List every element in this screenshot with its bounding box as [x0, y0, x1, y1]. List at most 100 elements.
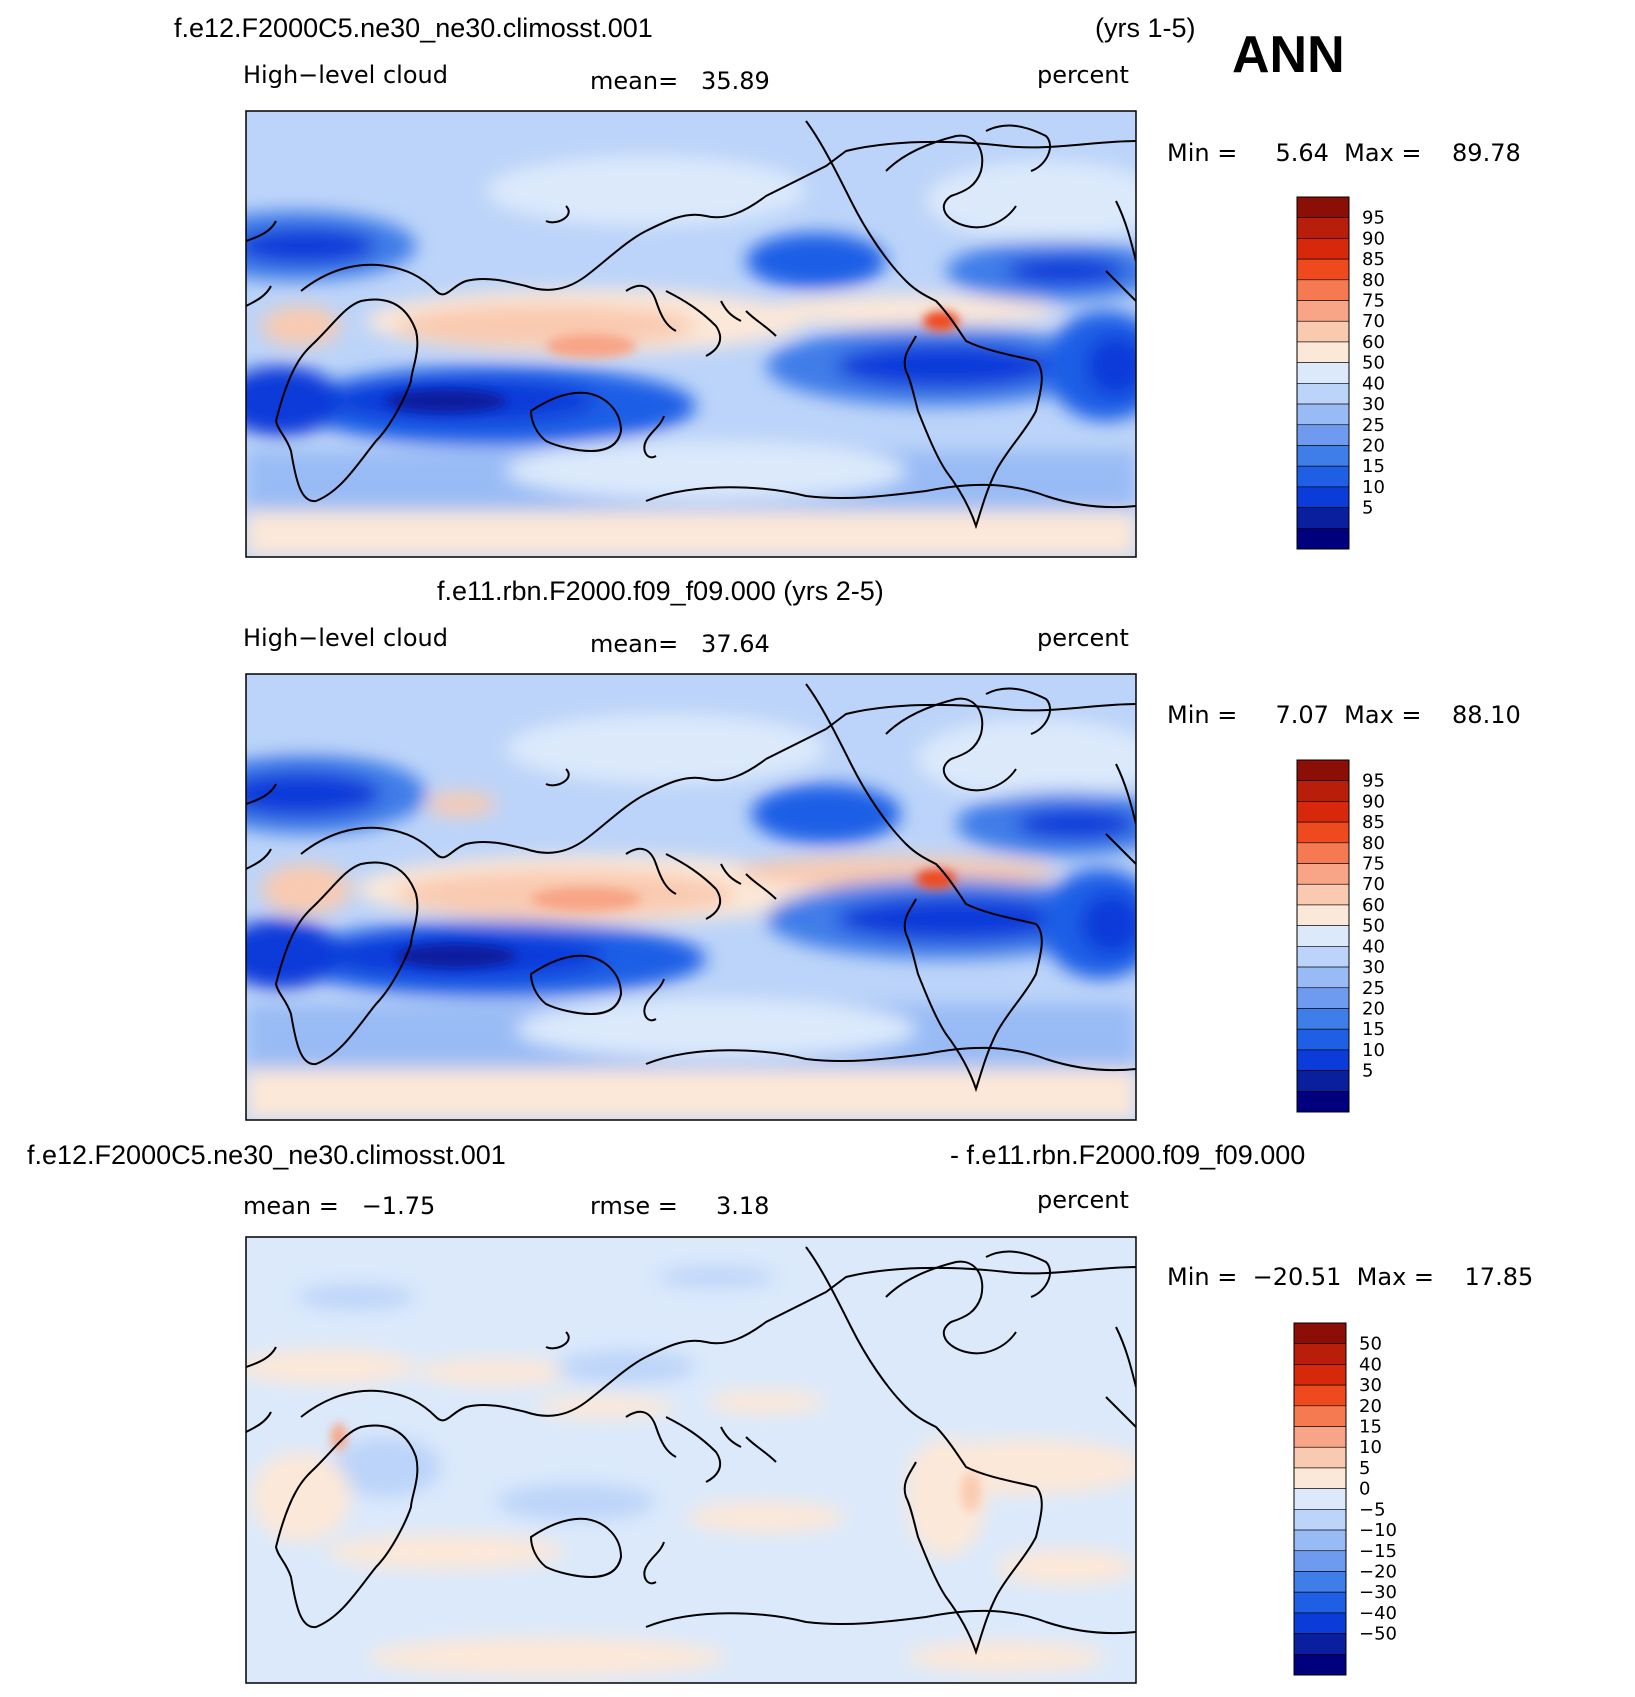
panel-2-colorbar-swatch [1296, 759, 1350, 782]
panel-1-colorbar-label: 25 [1362, 415, 1385, 436]
panel-3-colorbar-label: −10 [1359, 1520, 1397, 1541]
panel-1-years: (yrs 1-5) [1095, 13, 1196, 43]
panel-1-colorbar-swatch [1296, 196, 1350, 219]
panel-1-colorbar-label: 85 [1362, 249, 1385, 270]
panel-2-colorbar-frame [1296, 759, 1350, 1113]
panel-1-colorbar-swatch [1296, 383, 1350, 405]
panel-1-case-title: f.e12.F2000C5.ne30_ne30.climosst.001 [174, 13, 653, 43]
panel-1-colorbar-swatch [1296, 279, 1350, 301]
panel-1-colorbar-label: 70 [1362, 311, 1385, 332]
panel-3-colorbar-swatch [1293, 1612, 1347, 1634]
panel-3-colorbar-label: 40 [1359, 1354, 1382, 1375]
panel-2-colorbar-label: 25 [1362, 978, 1385, 999]
panel-3-colorbar-label: −40 [1359, 1603, 1397, 1624]
panel-2-colorbar-swatch [1296, 946, 1350, 968]
panel-3-colorbar-swatch [1293, 1384, 1347, 1407]
panel-1-colorbar-swatch [1296, 465, 1350, 488]
panel-1-units: percent [1037, 61, 1129, 89]
season-label: ANN [1232, 26, 1345, 84]
panel-3-rmse: rmse = 3.18 [590, 1192, 769, 1220]
panel-1-colorbar-label: 20 [1362, 435, 1385, 456]
panel-2-colorbar-label: 30 [1362, 957, 1385, 978]
panel-2: f.e11.rbn.F2000.f09_f09.000 (yrs 2-5) Hi… [243, 576, 1521, 1121]
panel-3-colorbar-swatch [1293, 1571, 1347, 1593]
panel-3-colorbar-swatch [1293, 1446, 1347, 1469]
panel-3: f.e12.F2000C5.ne30_ne30.climosst.001 - f… [27, 1140, 1533, 1684]
panel-1-colorbar-label: 5 [1362, 498, 1373, 519]
panel-3-colorbar-swatch [1293, 1550, 1347, 1572]
panel-3-colorbar-swatch [1293, 1488, 1347, 1510]
panel-3-colorbar-label: 10 [1359, 1437, 1382, 1458]
panel-2-colorbar-label: 95 [1362, 771, 1385, 792]
panel-2-colorbar-label: 75 [1362, 854, 1385, 875]
panel-2-mean: mean= 37.64 [590, 630, 770, 658]
panel-1-colorbar-swatch [1296, 320, 1350, 343]
panel-1-colorbar-label: 30 [1362, 394, 1385, 415]
panel-1-colorbar-swatch [1296, 424, 1350, 446]
panel-2-colorbar-label: 80 [1362, 833, 1385, 854]
panel-2-colorbar-swatch [1296, 987, 1350, 1009]
panel-2-units: percent [1037, 624, 1129, 652]
panel-3-colorbar-label: 15 [1359, 1417, 1382, 1438]
panel-3-colorbar-label: −5 [1359, 1499, 1386, 1520]
panel-2-colorbar-swatch [1296, 863, 1350, 885]
panel-3-case-title: f.e12.F2000C5.ne30_ne30.climosst.001 [27, 1140, 506, 1170]
panel-1-map [245, 110, 1137, 558]
panel-2-colorbar-label: 85 [1362, 812, 1385, 833]
panel-3-colorbar-frame [1293, 1322, 1347, 1676]
panel-1-colorbar-swatch [1296, 403, 1350, 426]
panel-3-minmax: Min = −20.51 Max = 17.85 [1167, 1263, 1533, 1291]
panel-2-colorbar-swatch [1296, 1090, 1350, 1113]
panel-2-colorbar-swatch [1296, 780, 1350, 802]
panel-3-colorbar-label: 50 [1359, 1334, 1382, 1355]
panel-2-minmax: Min = 7.07 Max = 88.10 [1167, 701, 1521, 729]
panel-1-mean: mean= 35.89 [590, 67, 770, 95]
panel-2-colorbar-swatch [1296, 904, 1350, 926]
panel-2-colorbar-swatch [1296, 883, 1350, 906]
panel-2-colorbar-swatch [1296, 842, 1350, 864]
panel-1-colorbar-label: 75 [1362, 291, 1385, 312]
panel-2-colorbar-swatch [1296, 925, 1350, 947]
panel-3-map [245, 1236, 1137, 1684]
panel-1-colorbar-label: 60 [1362, 332, 1385, 353]
panel-1-colorbar-label: 80 [1362, 270, 1385, 291]
panel-3-colorbar-swatch [1293, 1509, 1347, 1531]
panel-1-colorbar-swatch [1296, 300, 1350, 322]
panel-2-colorbar-swatch [1296, 821, 1350, 844]
panel-3-colorbar-swatch [1293, 1529, 1347, 1552]
panel-2-colorbar-swatch [1296, 1008, 1350, 1030]
panel-2-colorbar-label: 70 [1362, 874, 1385, 895]
panel-3-colorbar-swatch [1293, 1343, 1347, 1365]
panel-1-colorbar-frame [1296, 196, 1350, 550]
panel-1-variable: High−level cloud [243, 61, 448, 89]
panel-3-frame [245, 1236, 1137, 1684]
panel-1-contours [246, 111, 1136, 557]
panel-2-colorbar-label: 90 [1362, 791, 1385, 812]
panel-2-colorbar-label: 60 [1362, 895, 1385, 916]
panel-3-colorbar-label: −20 [1359, 1561, 1397, 1582]
panel-1-colorbar-swatch [1296, 341, 1350, 363]
panel-1-colorbar-label: 50 [1362, 353, 1385, 374]
panel-2-colorbar-label: 5 [1362, 1061, 1373, 1082]
panel-3-colorbar-label: 5 [1359, 1458, 1370, 1479]
panel-2-colorbar-swatch [1296, 1049, 1350, 1071]
panel-1-frame [245, 110, 1137, 558]
panel-2-variable: High−level cloud [243, 624, 448, 652]
panel-3-colorbar-swatch [1293, 1405, 1347, 1427]
panel-1-colorbar-label: 95 [1362, 208, 1385, 229]
panel-2-colorbar-swatch [1296, 1028, 1350, 1051]
panel-3-colorbar-swatch [1293, 1633, 1347, 1655]
panel-3-colorbar-swatch [1293, 1322, 1347, 1345]
panel-2-colorbar-label: 40 [1362, 936, 1385, 957]
panel-3-colorbar-label: −15 [1359, 1541, 1397, 1562]
panel-2-colorbar-swatch [1296, 801, 1350, 823]
panel-1: f.e12.F2000C5.ne30_ne30.climosst.001 (yr… [174, 13, 1521, 558]
panel-3-colorbar-swatch [1293, 1591, 1347, 1614]
panel-2-frame [245, 673, 1137, 1121]
panel-1-colorbar-swatch [1296, 258, 1350, 281]
panel-1-colorbar-swatch [1296, 445, 1350, 467]
panel-2-colorbar-swatch [1296, 1070, 1350, 1092]
